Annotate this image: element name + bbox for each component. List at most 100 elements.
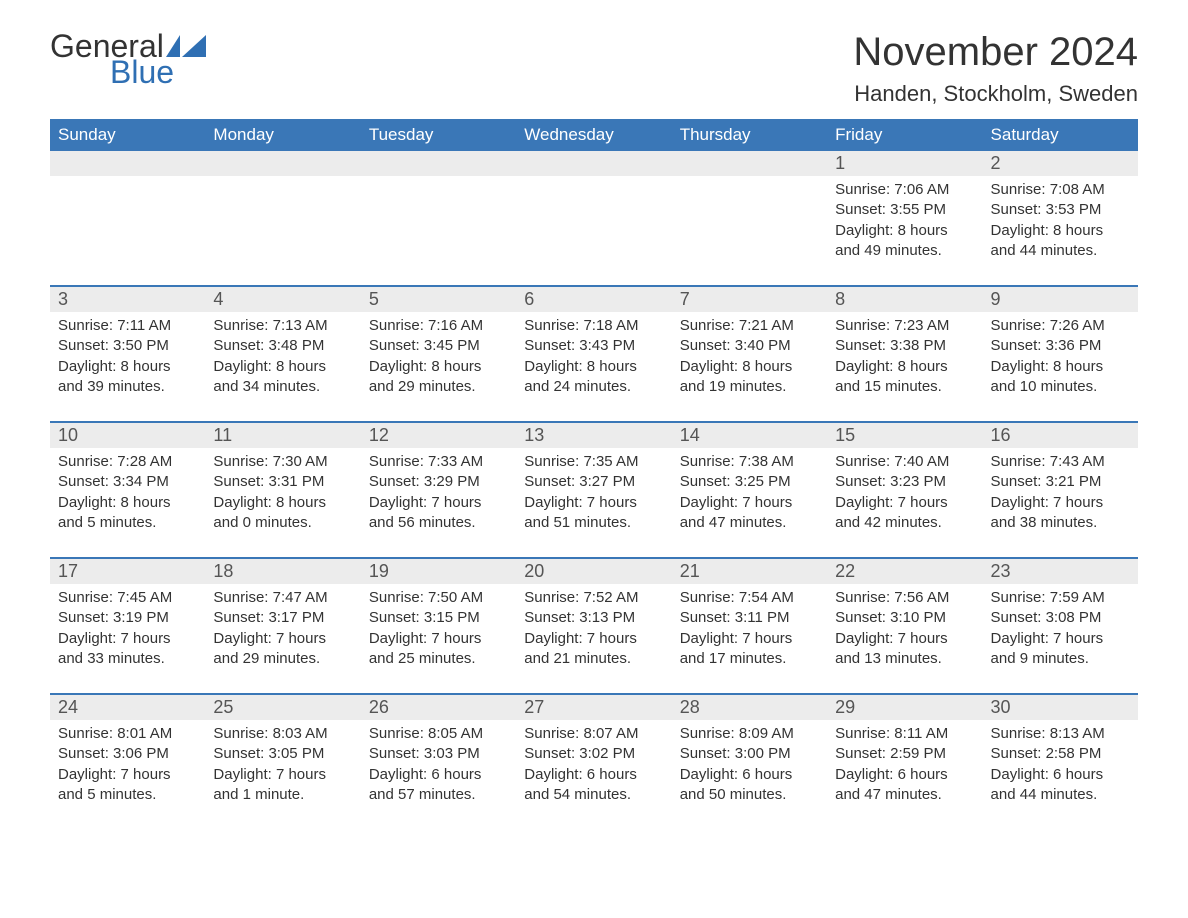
daylight-text-2: and 24 minutes.: [524, 377, 663, 397]
col-header-tuesday: Tuesday: [361, 119, 516, 151]
sunrise-text: Sunrise: 7:13 AM: [213, 316, 352, 336]
daylight-text-2: and 19 minutes.: [680, 377, 819, 397]
day-number-cell: 10: [50, 423, 205, 448]
day-number-cell: 14: [672, 423, 827, 448]
sunrise-text: Sunrise: 7:59 AM: [991, 588, 1130, 608]
daylight-text-1: Daylight: 6 hours: [524, 765, 663, 785]
day-body-cell: Sunrise: 7:26 AMSunset: 3:36 PMDaylight:…: [983, 312, 1138, 422]
daylight-text-2: and 10 minutes.: [991, 377, 1130, 397]
sunrise-text: Sunrise: 8:07 AM: [524, 724, 663, 744]
sunrise-text: Sunrise: 7:21 AM: [680, 316, 819, 336]
daylight-text-1: Daylight: 7 hours: [524, 493, 663, 513]
day-body-cell: Sunrise: 7:35 AMSunset: 3:27 PMDaylight:…: [516, 448, 671, 558]
sunrise-text: Sunrise: 7:54 AM: [680, 588, 819, 608]
day-body-cell: Sunrise: 7:13 AMSunset: 3:48 PMDaylight:…: [205, 312, 360, 422]
col-header-saturday: Saturday: [983, 119, 1138, 151]
sunset-text: Sunset: 3:03 PM: [369, 744, 508, 764]
day-number-cell: 12: [361, 423, 516, 448]
sunrise-text: Sunrise: 8:11 AM: [835, 724, 974, 744]
daylight-text-2: and 29 minutes.: [213, 649, 352, 669]
daylight-text-2: and 44 minutes.: [991, 785, 1130, 805]
day-number-row: 24252627282930: [50, 695, 1138, 720]
day-number-cell: 9: [983, 287, 1138, 312]
sunset-text: Sunset: 3:10 PM: [835, 608, 974, 628]
sunrise-text: Sunrise: 8:09 AM: [680, 724, 819, 744]
day-body-cell: [672, 176, 827, 286]
col-header-monday: Monday: [205, 119, 360, 151]
sunset-text: Sunset: 2:58 PM: [991, 744, 1130, 764]
logo-text-blue: Blue: [110, 56, 206, 88]
daylight-text-1: Daylight: 8 hours: [991, 357, 1130, 377]
day-body-cell: Sunrise: 8:05 AMSunset: 3:03 PMDaylight:…: [361, 720, 516, 829]
sunset-text: Sunset: 3:23 PM: [835, 472, 974, 492]
sunrise-text: Sunrise: 7:35 AM: [524, 452, 663, 472]
day-body-cell: Sunrise: 7:30 AMSunset: 3:31 PMDaylight:…: [205, 448, 360, 558]
daylight-text-1: Daylight: 7 hours: [991, 493, 1130, 513]
day-body-cell: Sunrise: 7:40 AMSunset: 3:23 PMDaylight:…: [827, 448, 982, 558]
daylight-text-1: Daylight: 8 hours: [680, 357, 819, 377]
daylight-text-1: Daylight: 6 hours: [369, 765, 508, 785]
day-body-cell: Sunrise: 8:11 AMSunset: 2:59 PMDaylight:…: [827, 720, 982, 829]
daylight-text-2: and 29 minutes.: [369, 377, 508, 397]
day-number-cell: 7: [672, 287, 827, 312]
daylight-text-2: and 9 minutes.: [991, 649, 1130, 669]
day-body-cell: Sunrise: 8:01 AMSunset: 3:06 PMDaylight:…: [50, 720, 205, 829]
daylight-text-2: and 50 minutes.: [680, 785, 819, 805]
day-body-cell: Sunrise: 7:45 AMSunset: 3:19 PMDaylight:…: [50, 584, 205, 694]
daylight-text-1: Daylight: 6 hours: [680, 765, 819, 785]
sunrise-text: Sunrise: 7:18 AM: [524, 316, 663, 336]
day-number-cell: 29: [827, 695, 982, 720]
day-body-cell: Sunrise: 7:38 AMSunset: 3:25 PMDaylight:…: [672, 448, 827, 558]
sunset-text: Sunset: 3:38 PM: [835, 336, 974, 356]
day-number-cell: 4: [205, 287, 360, 312]
sunset-text: Sunset: 3:45 PM: [369, 336, 508, 356]
day-body-cell: Sunrise: 7:54 AMSunset: 3:11 PMDaylight:…: [672, 584, 827, 694]
sunset-text: Sunset: 3:48 PM: [213, 336, 352, 356]
col-header-friday: Friday: [827, 119, 982, 151]
sunrise-text: Sunrise: 8:01 AM: [58, 724, 197, 744]
day-body-cell: Sunrise: 8:07 AMSunset: 3:02 PMDaylight:…: [516, 720, 671, 829]
day-number-cell: 5: [361, 287, 516, 312]
daylight-text-2: and 47 minutes.: [835, 785, 974, 805]
day-body-row: Sunrise: 7:45 AMSunset: 3:19 PMDaylight:…: [50, 584, 1138, 694]
daylight-text-1: Daylight: 7 hours: [213, 629, 352, 649]
day-number-cell: 20: [516, 559, 671, 584]
day-body-cell: [516, 176, 671, 286]
daylight-text-2: and 47 minutes.: [680, 513, 819, 533]
sunrise-text: Sunrise: 7:56 AM: [835, 588, 974, 608]
daylight-text-1: Daylight: 7 hours: [369, 629, 508, 649]
day-number-cell: 8: [827, 287, 982, 312]
day-body-row: Sunrise: 7:28 AMSunset: 3:34 PMDaylight:…: [50, 448, 1138, 558]
day-number-cell: 11: [205, 423, 360, 448]
day-body-cell: Sunrise: 8:09 AMSunset: 3:00 PMDaylight:…: [672, 720, 827, 829]
day-number-cell: 6: [516, 287, 671, 312]
calendar-header-row: Sunday Monday Tuesday Wednesday Thursday…: [50, 119, 1138, 151]
sunset-text: Sunset: 3:31 PM: [213, 472, 352, 492]
daylight-text-1: Daylight: 8 hours: [991, 221, 1130, 241]
sunset-text: Sunset: 3:34 PM: [58, 472, 197, 492]
sunrise-text: Sunrise: 7:40 AM: [835, 452, 974, 472]
day-number-cell: 28: [672, 695, 827, 720]
daylight-text-2: and 42 minutes.: [835, 513, 974, 533]
day-body-row: Sunrise: 8:01 AMSunset: 3:06 PMDaylight:…: [50, 720, 1138, 829]
daylight-text-2: and 56 minutes.: [369, 513, 508, 533]
sunset-text: Sunset: 3:43 PM: [524, 336, 663, 356]
day-number-cell: 15: [827, 423, 982, 448]
day-body-cell: Sunrise: 7:16 AMSunset: 3:45 PMDaylight:…: [361, 312, 516, 422]
day-number-cell: 18: [205, 559, 360, 584]
sunrise-text: Sunrise: 7:08 AM: [991, 180, 1130, 200]
day-number-cell: 13: [516, 423, 671, 448]
sunset-text: Sunset: 3:13 PM: [524, 608, 663, 628]
day-number-row: 10111213141516: [50, 423, 1138, 448]
day-number-cell: [516, 151, 671, 176]
sunset-text: Sunset: 3:25 PM: [680, 472, 819, 492]
day-body-row: Sunrise: 7:06 AMSunset: 3:55 PMDaylight:…: [50, 176, 1138, 286]
sunrise-text: Sunrise: 7:23 AM: [835, 316, 974, 336]
sunset-text: Sunset: 3:55 PM: [835, 200, 974, 220]
day-number-cell: 22: [827, 559, 982, 584]
day-number-cell: [50, 151, 205, 176]
daylight-text-1: Daylight: 7 hours: [835, 629, 974, 649]
day-body-cell: Sunrise: 7:23 AMSunset: 3:38 PMDaylight:…: [827, 312, 982, 422]
daylight-text-2: and 51 minutes.: [524, 513, 663, 533]
day-body-cell: Sunrise: 7:28 AMSunset: 3:34 PMDaylight:…: [50, 448, 205, 558]
